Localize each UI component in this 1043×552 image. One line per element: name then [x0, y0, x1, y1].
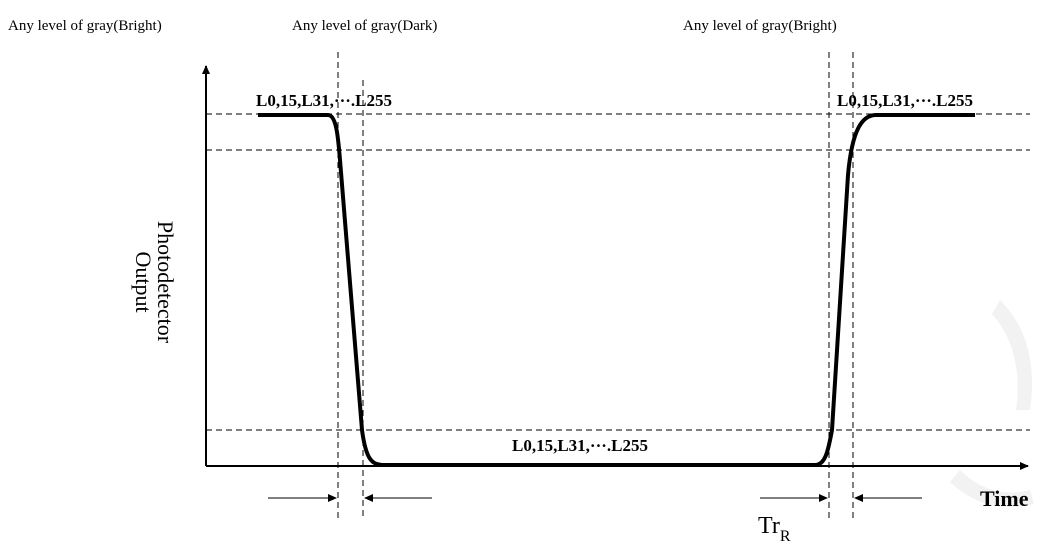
x-axis-label: Time	[980, 486, 1029, 511]
y-axis-label: Photodetector	[153, 221, 178, 344]
y-axis-label-line2: Output	[131, 251, 156, 312]
y-axis-label-2: Output	[131, 251, 156, 312]
reference-lines	[206, 113, 1030, 431]
y-axis-label-line1: Photodetector	[153, 221, 178, 344]
level-label-top-left: L0,15,L31,···.L255	[256, 91, 392, 110]
level-label-bottom: L0,15,L31,···.L255	[512, 436, 648, 455]
rise-time-label: TrR	[758, 513, 791, 545]
rise-time-main: Tr	[758, 513, 780, 539]
header-middle: Any level of gray(Dark)	[292, 18, 437, 34]
watermark	[950, 300, 1034, 508]
header-right: Any level of gray(Bright)	[683, 18, 837, 34]
output-waveform	[258, 113, 975, 467]
header-left: Any level of gray(Bright)	[8, 18, 162, 34]
level-label-top-right: L0,15,L31,···.L255	[837, 91, 973, 110]
rise-time-subscript: R	[780, 528, 791, 545]
